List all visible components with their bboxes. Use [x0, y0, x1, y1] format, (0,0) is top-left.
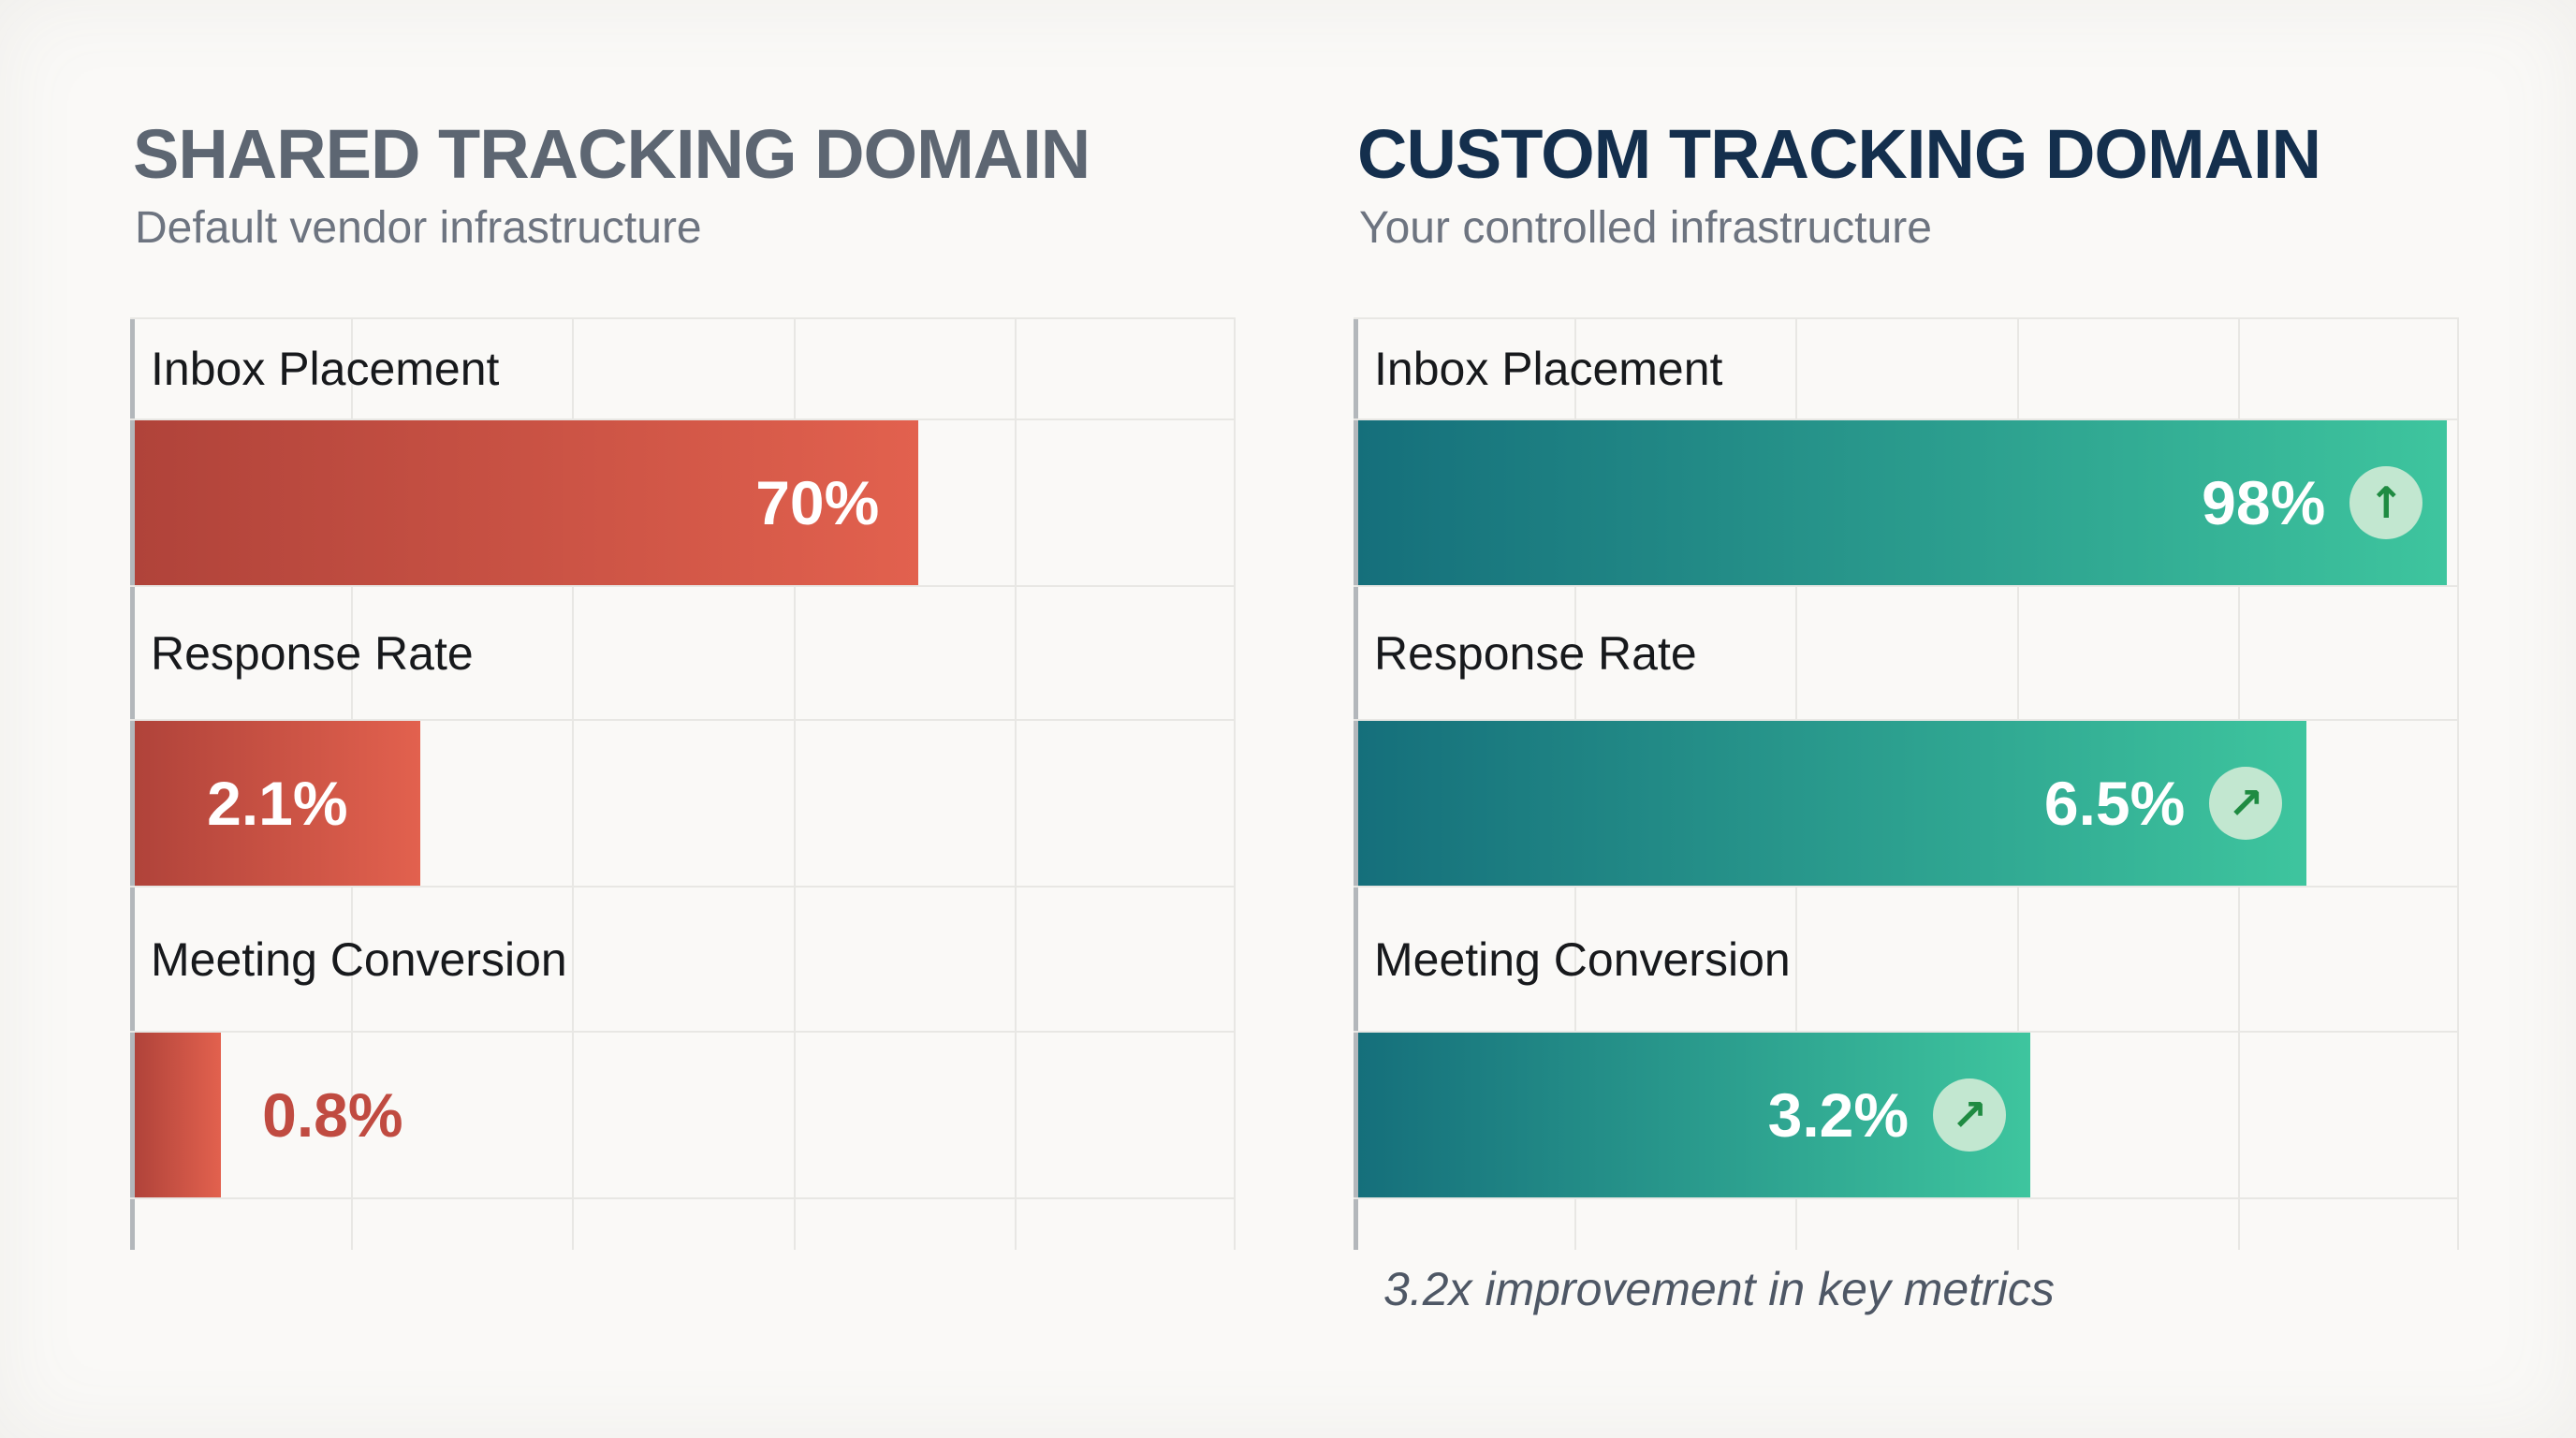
category-label: Response Rate	[1374, 626, 1697, 680]
left-panel-title: SHARED TRACKING DOMAIN	[133, 115, 1090, 193]
right-y-axis-line	[1354, 319, 1358, 1250]
bar-meeting-conversion-shared	[135, 1033, 222, 1197]
improvement-badge: ↗	[1933, 1078, 2007, 1152]
left-chart: Inbox Placement 70% Response Rate 2.1% M…	[130, 317, 1236, 1250]
category-label: Meeting Conversion	[1374, 932, 1791, 986]
improvement-footnote: 3.2x improvement in key metrics	[1383, 1263, 2055, 1315]
bar-track: 2.1%	[130, 719, 1236, 888]
bar-value-label: 2.1%	[207, 769, 348, 838]
bar-track: 3.2% ↗	[1354, 1031, 2459, 1199]
category-label-row: Response Rate	[130, 587, 1236, 719]
left-y-axis-line	[130, 319, 135, 1250]
gridline-vertical	[2457, 319, 2459, 1250]
category-label-row: Meeting Conversion	[1354, 888, 2459, 1031]
bar-value-label: 98%	[2202, 468, 2326, 537]
category-label-row: Response Rate	[1354, 587, 2459, 719]
arrow-up-right-icon: ↗	[2228, 778, 2264, 829]
category-label: Inbox Placement	[151, 343, 500, 395]
gridline-vertical	[1014, 319, 1017, 1250]
right-chart: Inbox Placement 98% ↑ Response Rate 6.5%…	[1354, 317, 2459, 1250]
right-panel-title: CUSTOM TRACKING DOMAIN	[1357, 115, 2321, 193]
bar-value-label: 6.5%	[2043, 769, 2186, 838]
bar-response-rate-custom: 6.5% ↗	[1358, 721, 2307, 886]
arrow-up-icon: ↑	[2368, 477, 2405, 528]
bar-inbox-placement-custom: 98% ↑	[1358, 420, 2448, 585]
right-panel-subtitle: Your controlled infrastructure	[1359, 203, 1932, 253]
bar-track: 6.5% ↗	[1354, 719, 2459, 888]
gridline-vertical	[793, 319, 796, 1250]
category-label: Meeting Conversion	[151, 932, 567, 986]
bar-inbox-placement-shared: 70%	[135, 420, 919, 585]
bar-track: 70%	[130, 418, 1236, 587]
category-label-row: Meeting Conversion	[130, 888, 1236, 1031]
gridline-vertical	[1234, 319, 1236, 1250]
gridline-vertical	[572, 319, 575, 1250]
category-label: Inbox Placement	[1374, 343, 1723, 395]
bar-value-label: 3.2%	[1767, 1080, 1910, 1150]
bar-value-label: 70%	[755, 468, 880, 537]
arrow-up-right-icon: ↗	[1951, 1090, 1988, 1140]
category-label-row: Inbox Placement	[130, 319, 1236, 418]
improvement-badge: ↗	[2209, 767, 2283, 840]
left-panel-subtitle: Default vendor infrastructure	[135, 203, 702, 253]
bar-track: 98% ↑	[1354, 418, 2459, 587]
bar-meeting-conversion-custom: 3.2% ↗	[1358, 1033, 2031, 1197]
category-label: Response Rate	[151, 626, 474, 680]
bar-response-rate-shared: 2.1%	[135, 721, 420, 886]
bar-track: 0.8%	[130, 1031, 1236, 1199]
improvement-badge: ↑	[2349, 466, 2423, 539]
bar-value-label: 0.8%	[262, 1080, 403, 1150]
category-label-row: Inbox Placement	[1354, 319, 2459, 418]
